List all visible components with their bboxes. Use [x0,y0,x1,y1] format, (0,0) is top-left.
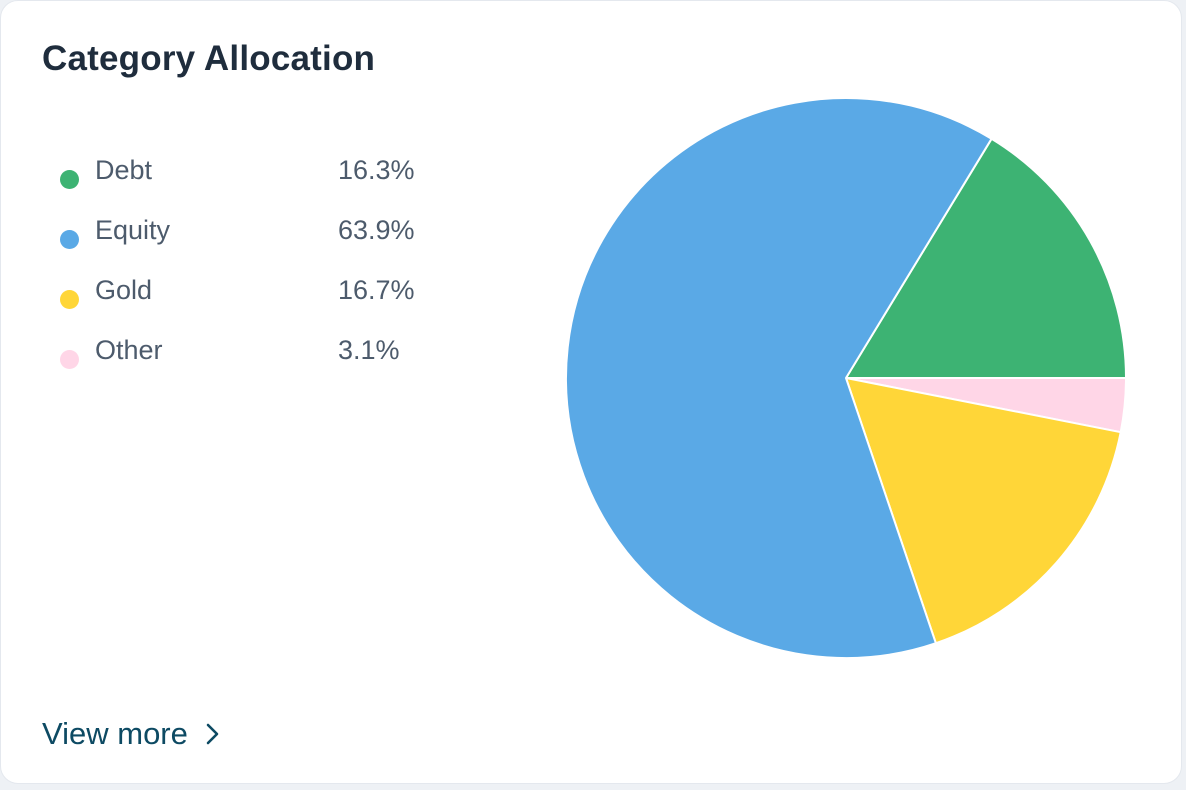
chevron-right-icon [206,723,219,745]
legend-value-equity: 63.9% [338,215,415,245]
legend-swatch-other [60,349,79,369]
legend-item-other: Other 3.1% [57,329,437,389]
legend-swatch-gold [60,289,79,309]
pie-slice-equity [565,97,993,659]
legend-label-debt: Debt [95,155,153,185]
legend-value-other: 3.1% [338,335,400,365]
pie-slice-gold [845,377,1122,645]
legend-item-equity: Equity 63.9% [57,209,437,269]
legend-label-other: Other [95,335,163,365]
legend-label-gold: Gold [95,275,153,305]
legend-value-debt: 16.3% [338,155,415,185]
legend-value-gold: 16.7% [338,275,415,305]
allocation-pie-chart [565,97,1127,659]
view-more-link[interactable]: View more [42,716,220,752]
card-title: Category Allocation [42,39,376,78]
view-more-label: View more [42,716,188,751]
legend-label-equity: Equity [95,215,171,245]
legend-item-debt: Debt 16.3% [57,149,437,209]
legend-swatch-debt [60,169,79,189]
legend-swatch-equity [60,229,79,249]
chart-legend: Debt 16.3% Equity 63.9% Gold 16.7% Other… [57,149,437,389]
pie-slice-debt [845,137,1127,379]
legend-item-gold: Gold 16.7% [57,269,437,329]
